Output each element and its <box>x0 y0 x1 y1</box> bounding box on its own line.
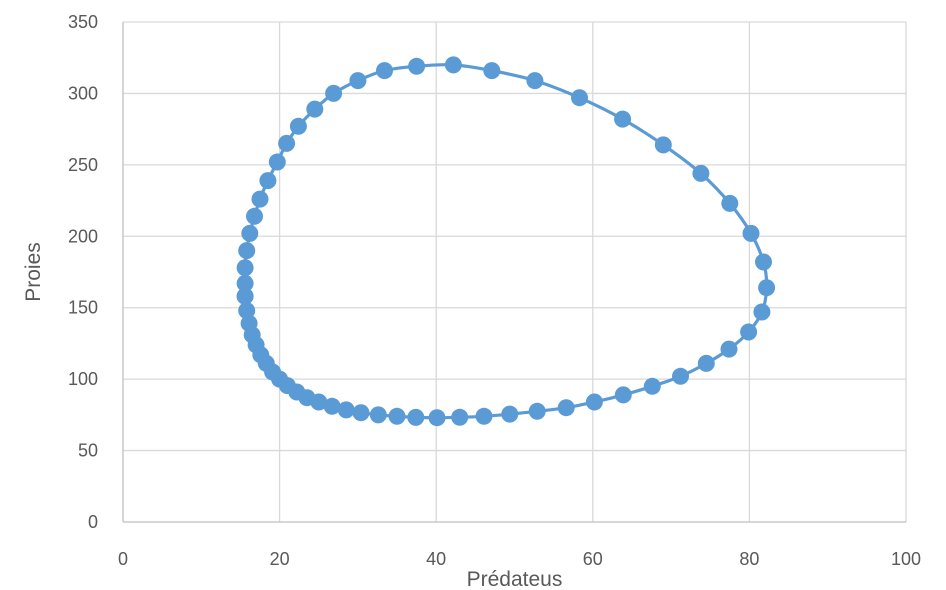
x-tick-label-100: 100 <box>891 549 921 569</box>
data-point-5 <box>246 207 263 225</box>
data-point-29 <box>720 340 738 358</box>
data-point-46 <box>323 397 341 415</box>
data-point-8 <box>268 153 286 171</box>
x-tick-label-80: 80 <box>739 549 759 569</box>
data-point-19 <box>571 89 588 107</box>
data-point-2 <box>236 259 254 277</box>
data-point-10 <box>289 117 307 135</box>
data-point-13 <box>349 72 367 90</box>
y-tick-label-350: 350 <box>68 12 98 32</box>
data-point-25 <box>755 253 772 271</box>
data-point-38 <box>475 407 493 425</box>
data-point-42 <box>388 407 406 425</box>
tick-labels: 0 20 40 60 80 100 0 50 100 150 200 250 300 350 <box>68 12 921 569</box>
series-line-0 <box>243 63 769 420</box>
data-point-26 <box>758 279 776 297</box>
data-point-1 <box>236 274 254 292</box>
data-point-36 <box>528 402 546 420</box>
data-point-40 <box>428 409 446 427</box>
data-point-30 <box>697 354 715 372</box>
data-point-44 <box>352 404 370 422</box>
data-point-24 <box>742 224 760 242</box>
data-point-12 <box>325 84 343 102</box>
data-point-6 <box>251 190 269 208</box>
y-tick-label-50: 50 <box>78 441 98 461</box>
data-point-37 <box>501 405 519 423</box>
x-axis-title: Prédateus <box>467 568 563 590</box>
data-point-4 <box>241 224 259 242</box>
data-point-7 <box>259 172 277 190</box>
axes <box>122 22 906 523</box>
data-point-27 <box>753 303 771 321</box>
data-point-23 <box>721 194 739 212</box>
data-point-3 <box>238 242 256 260</box>
y-tick-label-0: 0 <box>88 512 98 532</box>
y-tick-label-150: 150 <box>68 298 98 318</box>
data-point-59 <box>236 287 254 305</box>
y-tick-label-300: 300 <box>68 83 98 103</box>
y-tick-label-100: 100 <box>68 369 98 389</box>
data-point-31 <box>672 367 689 385</box>
y-tick-label-250: 250 <box>68 155 98 175</box>
data-point-57 <box>240 314 258 332</box>
data-point-9 <box>278 134 296 152</box>
data-point-18 <box>526 72 544 90</box>
y-tick-label-200: 200 <box>68 226 98 246</box>
x-tick-label-40: 40 <box>426 549 446 569</box>
data-point-41 <box>407 408 425 426</box>
x-tick-label-60: 60 <box>583 549 603 569</box>
data-point-17 <box>483 62 501 80</box>
data-point-20 <box>614 110 632 128</box>
data-point-39 <box>451 408 469 426</box>
data-point-16 <box>444 56 462 74</box>
data-point-33 <box>614 386 632 404</box>
data-point-45 <box>337 401 355 419</box>
x-tick-label-0: 0 <box>118 549 128 569</box>
data-point-15 <box>408 57 426 75</box>
data-point-58 <box>238 302 256 320</box>
data-point-22 <box>692 164 710 182</box>
data-point-32 <box>643 377 661 395</box>
y-axis-title: Proies <box>22 242 45 302</box>
data-point-34 <box>585 393 603 411</box>
data-point-28 <box>740 323 758 341</box>
data-point-14 <box>376 62 393 80</box>
data-point-43 <box>369 406 387 424</box>
series-predator-prey <box>236 56 776 427</box>
data-point-35 <box>557 399 575 417</box>
x-tick-label-20: 20 <box>270 549 290 569</box>
data-point-21 <box>654 136 672 154</box>
data-point-11 <box>306 100 324 118</box>
